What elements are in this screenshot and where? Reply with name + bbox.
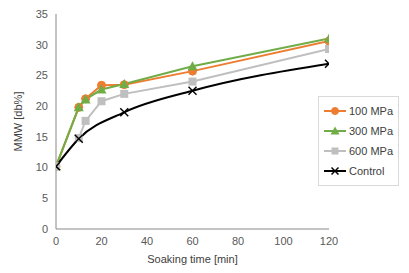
svg-text:20: 20 xyxy=(95,235,107,247)
html-text:300 MPa: 300 MPa xyxy=(349,125,393,137)
svg-text:10: 10 xyxy=(36,161,48,173)
svg-text:0: 0 xyxy=(53,235,59,247)
html-text:100 MPa: 100 MPa xyxy=(349,105,393,117)
svg-text:60: 60 xyxy=(186,235,198,247)
svg-text:0: 0 xyxy=(42,223,48,235)
html-text:Control: Control xyxy=(349,165,385,177)
svg-text:100: 100 xyxy=(274,235,292,247)
svg-text:30: 30 xyxy=(36,39,48,51)
svg-text:25: 25 xyxy=(36,69,48,81)
svg-text:120: 120 xyxy=(320,235,338,247)
svg-text:MMW [db%]: MMW [db%] xyxy=(12,92,24,152)
svg-text:35: 35 xyxy=(36,8,48,20)
svg-text:5: 5 xyxy=(42,192,48,204)
svg-text:15: 15 xyxy=(36,131,48,143)
svg-text:20: 20 xyxy=(36,100,48,112)
svg-text:40: 40 xyxy=(141,235,153,247)
html-text:600 MPa: 600 MPa xyxy=(349,145,393,157)
svg-text:Soaking time [min]: Soaking time [min] xyxy=(147,253,237,265)
svg-text:80: 80 xyxy=(232,235,244,247)
